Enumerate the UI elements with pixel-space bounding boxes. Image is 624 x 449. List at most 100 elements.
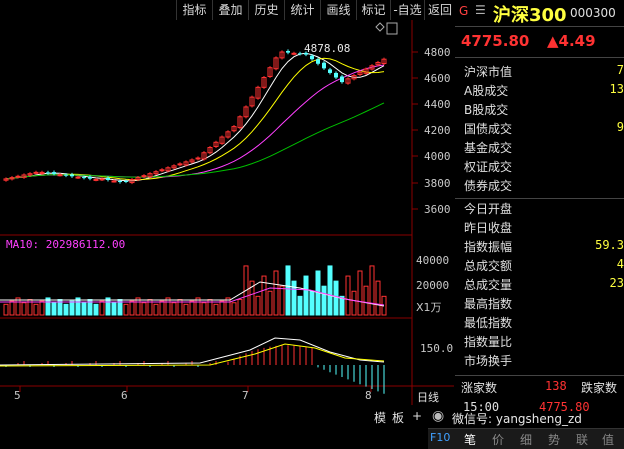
down-count-label: 跌家数 <box>581 381 618 395</box>
candle-body-up <box>99 178 105 181</box>
volume-bar <box>111 302 117 316</box>
volume-bar <box>375 280 381 316</box>
up-count-value: 138 <box>545 379 567 393</box>
stat-row: 昨日收盘 <box>455 218 624 237</box>
volume-bar <box>153 303 159 316</box>
tab-link[interactable]: 联 <box>576 433 589 447</box>
candle-body-up <box>195 157 201 160</box>
stat-label: 权证成交 <box>464 160 513 174</box>
price-tick: 4800 <box>424 46 451 59</box>
stat-row: 最低指数 <box>455 313 624 332</box>
toolbar-indicator-button[interactable]: 指标 <box>176 0 212 20</box>
toolbar-overlay-button[interactable]: 叠加 <box>212 0 248 20</box>
stat-label: 今日开盘 <box>464 202 513 216</box>
volume-bar <box>219 300 225 316</box>
stat-row: 权证成交 <box>455 157 624 176</box>
volume-bar <box>15 297 21 316</box>
candle-body-up <box>147 173 153 178</box>
tab-value[interactable]: 值 <box>602 433 615 447</box>
price-tick: 4200 <box>424 124 451 137</box>
candle-body-up <box>15 175 21 178</box>
candle-body-up <box>75 176 81 179</box>
stat-row: 沪深市值 7 <box>455 62 624 81</box>
candle-body-up <box>141 175 147 178</box>
stat-row: 总成交额 4 <box>455 256 624 275</box>
volume-bar <box>189 300 195 316</box>
candle-body-down <box>118 181 122 183</box>
volume-bar <box>135 297 141 316</box>
menu-icon[interactable]: ☰ <box>475 3 486 17</box>
candle-body-up <box>267 67 273 77</box>
ma60-line <box>5 102 385 180</box>
stat-row: 国债成交 9 <box>455 119 624 138</box>
tick-row: 15:00 4775.80 <box>455 398 624 418</box>
tab-price[interactable]: 价 <box>492 433 505 447</box>
period-daily-tab[interactable]: 日线 <box>417 391 439 404</box>
volume-bar <box>165 297 171 316</box>
candle-body-up <box>381 58 387 65</box>
tab-trades[interactable]: 笔 <box>464 433 477 447</box>
volume-bar <box>345 275 351 316</box>
stat-label: 最高指数 <box>464 297 513 311</box>
volume-bar <box>237 299 243 316</box>
watermark-text: 微信号: yangsheng_zd <box>452 412 582 426</box>
stat-label: 指数振幅 <box>464 240 513 254</box>
candle-body-down <box>316 59 320 64</box>
candle-body-up <box>201 152 207 160</box>
add-panel-icon[interactable]: + <box>412 409 423 423</box>
candle-body-up <box>57 174 63 177</box>
volume-bar <box>81 302 87 316</box>
volume-bar <box>21 302 27 316</box>
volume-bar <box>303 275 309 316</box>
toolbar-watchlist-button[interactable]: -自选 <box>390 0 424 20</box>
candle-body-down <box>310 55 314 60</box>
stat-label: 总成交额 <box>464 259 513 273</box>
stat-row: 债券成交 <box>455 176 624 195</box>
toolbar-mark-button[interactable]: 标记 <box>356 0 390 20</box>
volume-bar <box>279 285 285 316</box>
candle-body-up <box>177 163 183 166</box>
toolbar-history-button[interactable]: 历史 <box>248 0 284 20</box>
stat-label: 指数量比 <box>464 335 513 349</box>
volume-bar <box>255 295 261 316</box>
candle-body-up <box>375 61 381 66</box>
candle-body-up <box>93 178 99 181</box>
f10-button[interactable]: F10 <box>430 431 451 444</box>
volume-bar <box>45 297 51 316</box>
candle-body-down <box>286 50 290 53</box>
candle-body-up <box>21 174 27 178</box>
volume-bar <box>195 297 201 316</box>
volume-tick: 40000 <box>416 254 450 267</box>
stat-label: A股成交 <box>464 84 509 98</box>
volume-bar <box>129 300 135 316</box>
template-tab[interactable]: 模 <box>374 411 387 425</box>
volume-bar <box>225 297 231 316</box>
candle-body-up <box>3 178 9 181</box>
stat-label: B股成交 <box>464 103 509 117</box>
stat-value: 4 <box>616 257 624 271</box>
toolbar-draw-button[interactable]: 画线 <box>320 0 356 20</box>
current-price: 4775.80 <box>461 32 530 50</box>
volume-bar <box>333 280 339 316</box>
volume-bar <box>99 300 105 316</box>
macd-tick: 150.0 <box>420 342 454 355</box>
toolbar-back-button[interactable]: 返回 <box>424 0 455 20</box>
stat-row: 基金成交 <box>455 138 624 157</box>
wechat-icon: ◉ <box>432 408 445 424</box>
candle-body-up <box>213 141 219 147</box>
volume-bar <box>183 303 189 316</box>
candle-body-down <box>124 181 128 183</box>
candle-body-up <box>219 136 225 144</box>
panel-tab[interactable]: 板 <box>392 411 405 425</box>
toolbar-stats-button[interactable]: 统计 <box>284 0 320 20</box>
candle-body-up <box>291 52 297 55</box>
volume-bar <box>261 275 267 316</box>
tab-trend[interactable]: 势 <box>548 433 561 447</box>
volume-bar <box>267 290 273 316</box>
tab-detail[interactable]: 细 <box>520 433 533 447</box>
stat-label: 基金成交 <box>464 141 513 155</box>
candle-body-up <box>165 167 171 172</box>
candle-body-up <box>135 177 141 181</box>
kline-chart-area[interactable]: 4800 4600 4400 4200 4000 3800 3600 4878.… <box>0 20 454 428</box>
volume-bar <box>231 302 237 316</box>
